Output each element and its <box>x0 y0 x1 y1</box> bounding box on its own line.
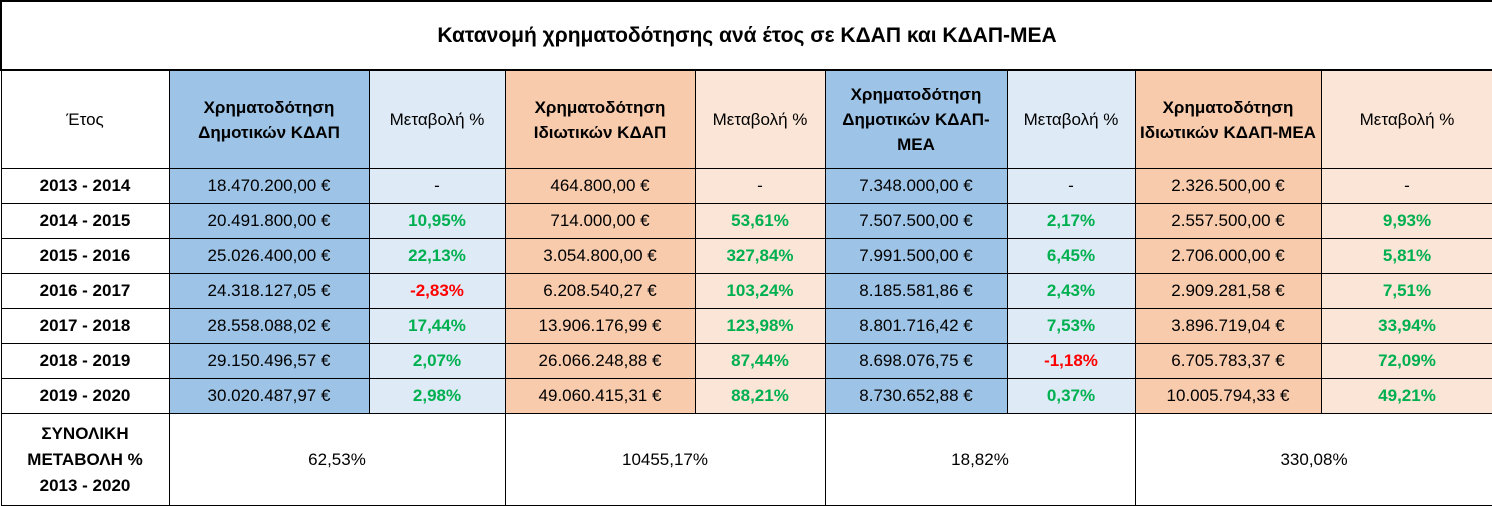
cell-public-mea: 8.730.652,88 € <box>824 378 1008 414</box>
cell-private-mea: 2.557.500,00 € <box>1134 203 1322 239</box>
cell-public-kdap: 18.470.200,00 € <box>168 168 370 204</box>
header-public-kdap: Χρηματοδότηση Δημοτικών ΚΔΑΠ <box>168 69 370 169</box>
cell-public-mea: 7.348.000,00 € <box>824 168 1008 204</box>
table-title: Κατανομή χρηματοδότησης ανά έτος σε ΚΔΑΠ… <box>0 0 1492 71</box>
header-change-private-mea: Μεταβολή % <box>1320 69 1492 169</box>
cell-change-private-mea: - <box>1320 168 1492 204</box>
table-row: 2016 - 2017 24.318.127,05 € -2,83% 6.208.54… <box>0 273 1492 309</box>
cell-change-private-mea: 9,93% <box>1320 203 1492 239</box>
cell-year: 2014 - 2015 <box>0 203 170 239</box>
cell-private-kdap: 49.060.415,31 € <box>504 378 696 414</box>
cell-change-private-kdap: 87,44% <box>694 343 826 379</box>
total-private-kdap: 10455,17% <box>504 413 826 506</box>
total-row: ΣΥΝΟΛΙΚΗ ΜΕΤΑΒΟΛΗ % 2013 - 2020 62,53% 1… <box>0 413 1492 506</box>
header-private-mea: Χρηματοδότηση Ιδιωτικών ΚΔΑΠ-ΜΕΑ <box>1134 69 1322 169</box>
total-public-kdap: 62,53% <box>168 413 506 506</box>
cell-private-mea: 2.909.281,58 € <box>1134 273 1322 309</box>
cell-change-public-mea: 7,53% <box>1006 308 1136 344</box>
cell-change-private-kdap: 123,98% <box>694 308 826 344</box>
cell-private-mea: 2.706.000,00 € <box>1134 238 1322 274</box>
total-label-line1: ΣΥΝΟΛΙΚΗ <box>41 423 129 443</box>
table-row: 2018 - 2019 29.150.496,57 €2,07% 26.066.24… <box>0 343 1492 379</box>
cell-change-public-kdap: 22,13% <box>368 238 506 274</box>
total-private-mea: 330,08% <box>1134 413 1492 506</box>
header-private-kdap: Χρηματοδότηση Ιδιωτικών ΚΔΑΠ <box>504 69 696 169</box>
table-row: 2017 - 2018 28.558.088,02 €17,44% 13.906.1… <box>0 308 1492 344</box>
cell-change-public-mea: 2,17% <box>1006 203 1136 239</box>
cell-change-public-mea: 2,43% <box>1006 273 1136 309</box>
cell-change-private-mea: 7,51% <box>1320 273 1492 309</box>
cell-private-kdap: 464.800,00 € <box>504 168 696 204</box>
cell-change-public-kdap: - <box>368 168 506 204</box>
cell-change-private-kdap: 327,84% <box>694 238 826 274</box>
cell-private-mea: 3.896.719,04 € <box>1134 308 1322 344</box>
cell-change-private-mea: 33,94% <box>1320 308 1492 344</box>
header-change-public-kdap: Μεταβολή % <box>368 69 506 169</box>
header-change-public-mea: Μεταβολή % <box>1006 69 1136 169</box>
cell-private-mea: 2.326.500,00 € <box>1134 168 1322 204</box>
cell-public-mea: 7.991.500,00 € <box>824 238 1008 274</box>
cell-private-mea: 10.005.794,33 € <box>1134 378 1322 414</box>
header-change-private-kdap: Μεταβολή % <box>694 69 826 169</box>
cell-public-kdap: 20.491.800,00 € <box>168 203 370 239</box>
cell-change-public-mea: 0,37% <box>1006 378 1136 414</box>
cell-public-kdap: 24.318.127,05 € <box>168 273 370 309</box>
cell-private-kdap: 26.066.248,88 € <box>504 343 696 379</box>
header-row: Έτος Χρηματοδότηση Δημοτικών ΚΔΑΠ Μεταβο… <box>0 69 1492 169</box>
table-row: 2013 - 2014 18.470.200,00 € -464.800,00 € -… <box>0 168 1492 204</box>
cell-change-public-kdap: 2,07% <box>368 343 506 379</box>
cell-change-public-kdap: 10,95% <box>368 203 506 239</box>
cell-year: 2015 - 2016 <box>0 238 170 274</box>
cell-year: 2013 - 2014 <box>0 168 170 204</box>
cell-public-kdap: 30.020.487,97 € <box>168 378 370 414</box>
cell-private-kdap: 714.000,00 € <box>504 203 696 239</box>
total-label-line2: ΜΕΤΑΒΟΛΗ % <box>27 449 143 469</box>
cell-change-public-mea: -1,18% <box>1006 343 1136 379</box>
header-year: Έτος <box>0 69 170 169</box>
cell-change-private-mea: 49,21% <box>1320 378 1492 414</box>
cell-year: 2018 - 2019 <box>0 343 170 379</box>
cell-private-mea: 6.705.783,37 € <box>1134 343 1322 379</box>
total-label-line3: 2013 - 2020 <box>39 475 131 495</box>
cell-private-kdap: 3.054.800,00 € <box>504 238 696 274</box>
header-public-mea: Χρηματοδότηση Δημοτικών ΚΔΑΠ-ΜΕΑ <box>824 69 1008 169</box>
cell-change-private-kdap: 53,61% <box>694 203 826 239</box>
cell-year: 2019 - 2020 <box>0 378 170 414</box>
cell-change-private-kdap: - <box>694 168 826 204</box>
cell-change-public-mea: 6,45% <box>1006 238 1136 274</box>
cell-change-private-mea: 72,09% <box>1320 343 1492 379</box>
cell-public-mea: 8.698.076,75 € <box>824 343 1008 379</box>
cell-change-public-kdap: -2,83% <box>368 273 506 309</box>
total-label: ΣΥΝΟΛΙΚΗ ΜΕΤΑΒΟΛΗ % 2013 - 2020 <box>0 413 170 506</box>
cell-change-public-kdap: 2,98% <box>368 378 506 414</box>
cell-change-public-mea: - <box>1006 168 1136 204</box>
cell-private-kdap: 6.208.540,27 € <box>504 273 696 309</box>
cell-change-private-kdap: 103,24% <box>694 273 826 309</box>
cell-year: 2017 - 2018 <box>0 308 170 344</box>
cell-public-kdap: 25.026.400,00 € <box>168 238 370 274</box>
cell-private-kdap: 13.906.176,99 € <box>504 308 696 344</box>
total-public-mea: 18,82% <box>824 413 1136 506</box>
cell-public-mea: 8.801.716,42 € <box>824 308 1008 344</box>
cell-change-public-kdap: 17,44% <box>368 308 506 344</box>
cell-change-private-mea: 5,81% <box>1320 238 1492 274</box>
cell-year: 2016 - 2017 <box>0 273 170 309</box>
table-row: 2014 - 2015 20.491.800,00 €10,95% 714.000,… <box>0 203 1492 239</box>
cell-public-mea: 7.507.500,00 € <box>824 203 1008 239</box>
cell-public-kdap: 28.558.088,02 € <box>168 308 370 344</box>
cell-public-mea: 8.185.581,86 € <box>824 273 1008 309</box>
cell-change-private-kdap: 88,21% <box>694 378 826 414</box>
table-row: 2019 - 2020 30.020.487,97 €2,98% 49.060.41… <box>0 378 1492 414</box>
cell-public-kdap: 29.150.496,57 € <box>168 343 370 379</box>
table-row: 2015 - 2016 25.026.400,00 €22,13% 3.054.80… <box>0 238 1492 274</box>
